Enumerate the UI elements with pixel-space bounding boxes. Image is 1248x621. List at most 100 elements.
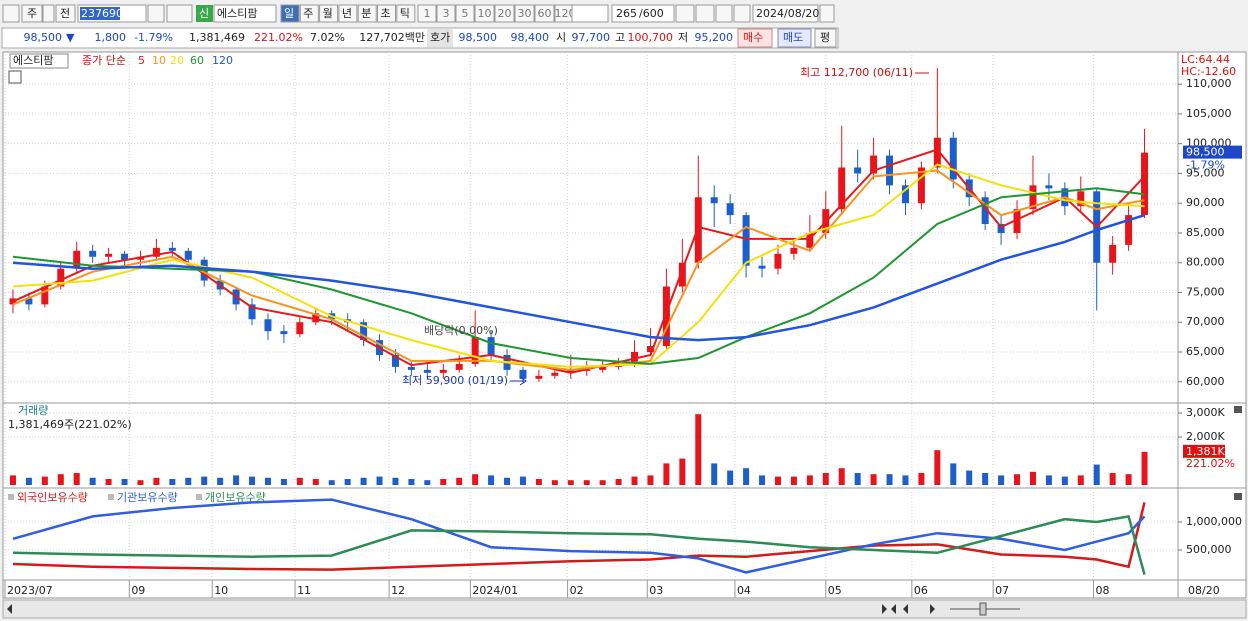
buy-button[interactable] <box>737 28 773 48</box>
scroll-left[interactable] <box>7 604 12 614</box>
volume-bar <box>41 476 48 485</box>
moving-average <box>12 169 1145 371</box>
candle-body <box>710 197 718 204</box>
interval: 10 <box>478 7 492 20</box>
code-selection <box>80 7 120 20</box>
volume-bar <box>806 475 813 485</box>
settings-button[interactable] <box>733 4 751 23</box>
interval-button[interactable] <box>417 4 437 23</box>
y-tick-label: 3,000K <box>1186 406 1225 419</box>
candle-body <box>1077 191 1085 207</box>
y-tick-label: 105,000 <box>1186 107 1232 120</box>
period-button[interactable] <box>280 4 300 23</box>
interval-button[interactable] <box>436 4 456 23</box>
volume-bar <box>998 475 1005 485</box>
legend-swatch <box>108 494 114 500</box>
volume-bar <box>727 470 734 485</box>
interval: 3 <box>443 7 450 20</box>
volume-bar <box>25 477 32 485</box>
x-tick-label: 05 <box>828 584 842 597</box>
zoom-thumb[interactable] <box>979 602 987 616</box>
period: 주 <box>303 7 313 20</box>
volume-bar <box>233 475 240 485</box>
chart-area <box>2 51 1247 599</box>
search-button[interactable] <box>147 4 165 23</box>
volume-bar <box>201 476 208 485</box>
candle-body <box>774 253 782 269</box>
interval-button[interactable] <box>494 4 515 23</box>
scrollbar[interactable] <box>2 599 1247 619</box>
volume-bar <box>121 479 128 485</box>
interval: 1 <box>424 7 431 20</box>
candle-body <box>678 262 686 287</box>
candle-body <box>694 197 702 263</box>
candle-body <box>870 155 878 174</box>
volume-bar <box>870 474 877 485</box>
y-tick-label: 95,000 <box>1186 166 1225 179</box>
prev-button[interactable] <box>55 4 76 23</box>
candle-body <box>57 268 65 287</box>
scroll-controls[interactable] <box>882 604 935 614</box>
sell-button[interactable] <box>777 28 812 48</box>
volume-bar <box>472 474 479 485</box>
amount: 127,702백만 <box>359 31 425 44</box>
legend-entry: 외국인보유수량 <box>17 491 88 504</box>
x-tick-label: 11 <box>297 584 311 597</box>
code: 237690 <box>81 7 123 20</box>
volume-bar <box>551 480 558 485</box>
avg-button[interactable] <box>814 28 837 48</box>
save-button[interactable] <box>715 4 733 23</box>
panel-name: 에스티팜 <box>13 54 53 67</box>
legend-swatch <box>196 494 202 500</box>
x-tick-label: 2023/07 <box>7 584 53 597</box>
calendar-button[interactable] <box>819 4 835 23</box>
sound-button[interactable] <box>166 4 193 23</box>
volume-bar <box>918 473 925 485</box>
volume-bar <box>105 479 112 485</box>
tool-button[interactable] <box>695 4 715 23</box>
volume-bar <box>1077 475 1084 485</box>
volume-bar <box>1109 473 1116 485</box>
y-tick-label: 90,000 <box>1186 196 1225 209</box>
period-button[interactable] <box>396 4 416 23</box>
candle-body <box>1045 185 1053 189</box>
market: 주 <box>27 7 37 20</box>
volume-bar <box>535 479 542 485</box>
candle-body <box>168 247 176 251</box>
panel-button[interactable] <box>1234 493 1242 500</box>
candle-body <box>567 369 575 373</box>
grid-icon[interactable] <box>8 70 22 84</box>
interval-button[interactable] <box>514 4 535 23</box>
candle-body <box>455 363 463 370</box>
buy: 매수 <box>743 31 763 44</box>
interval-button[interactable] <box>474 4 495 23</box>
volume-bar <box>1141 451 1148 485</box>
period-button[interactable] <box>357 4 377 23</box>
period-button[interactable] <box>338 4 358 23</box>
new-badge: 신 <box>199 7 209 20</box>
dropdown[interactable] <box>42 4 55 23</box>
period: 년 <box>342 7 352 20</box>
period-button[interactable] <box>377 4 396 23</box>
menu-button[interactable] <box>2 4 20 23</box>
candle-body <box>949 137 957 180</box>
period-button[interactable] <box>319 4 339 23</box>
interval: 30 <box>518 7 532 20</box>
market-select[interactable] <box>21 4 43 23</box>
tool-button[interactable] <box>675 4 695 23</box>
candle-body <box>9 298 17 305</box>
panel-button[interactable] <box>1234 406 1242 413</box>
candle-body <box>886 155 894 186</box>
volume-bar <box>966 470 973 485</box>
date-box[interactable] <box>752 4 819 23</box>
period-button[interactable] <box>299 4 319 23</box>
candle-body <box>471 337 479 364</box>
candle-body <box>806 232 814 248</box>
interval-button[interactable] <box>534 4 555 23</box>
interval-button[interactable] <box>455 4 475 23</box>
candle-body <box>535 375 543 379</box>
combo[interactable] <box>571 4 609 23</box>
candle-body <box>1109 244 1117 263</box>
change: 1,800 <box>95 31 127 44</box>
